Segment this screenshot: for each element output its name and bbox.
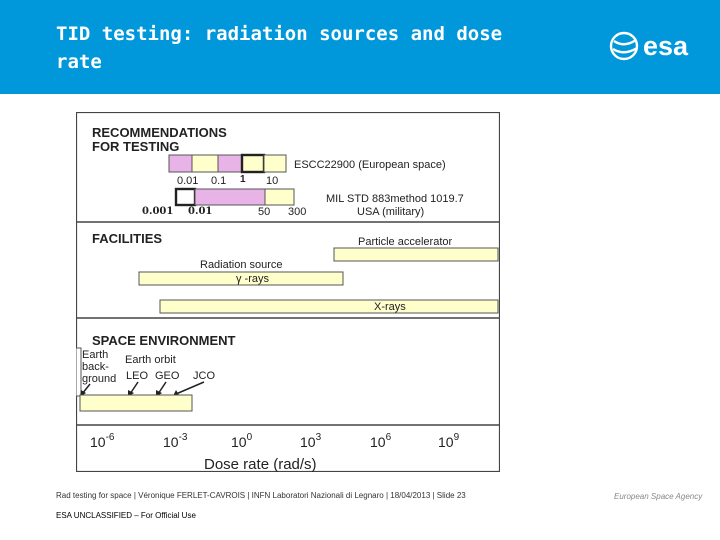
escc-value: 1 — [240, 174, 246, 185]
earth-orbit-label: Earth orbit — [125, 354, 176, 366]
esa-logo-text: esa — [643, 31, 689, 61]
figure-frame — [76, 112, 500, 472]
escc-box — [168, 154, 193, 173]
section-title-facilities: FACILITIES — [92, 231, 162, 246]
gamma-rays-bar — [138, 271, 344, 286]
earth-background-line: back- — [82, 361, 109, 373]
gamma-rays-label: γ -rays — [236, 273, 270, 285]
mil-box — [174, 187, 197, 207]
axis-tick-label: 109 — [438, 432, 460, 450]
earth-background-line: Earth — [82, 349, 108, 361]
agency-name: European Space Agency — [614, 492, 703, 501]
escc-label: ESCC22900 (European space) — [294, 159, 446, 171]
mil-value: 0.001 — [142, 206, 173, 217]
mil-label-line-1: MIL STD 883method 1019.7 — [326, 193, 464, 205]
axis-tick-label: 100 — [231, 432, 253, 450]
axis-tick-label: 10-6 — [90, 432, 115, 450]
escc-box — [263, 154, 287, 173]
mil-box — [264, 188, 295, 206]
radiation-source-label: Radiation source — [200, 259, 283, 271]
classification-label: ESA UNCLASSIFIED – For Official Use — [56, 511, 196, 520]
escc-value: 0.1 — [211, 175, 226, 187]
axis-tick-label: 106 — [370, 432, 392, 450]
svg-text:100: 100 — [231, 432, 253, 450]
dose-rate-figure: RECOMMENDATIONS FOR TESTING 0.01 0.1 1 1… — [76, 112, 500, 472]
axis-tick-label: 10-3 — [163, 432, 188, 450]
axis-tick-label: 103 — [300, 432, 322, 450]
slide-title: TID testing: radiation sources and dose … — [56, 23, 503, 73]
escc-box — [217, 154, 243, 173]
axis-label: Dose rate (rad/s) — [204, 456, 317, 472]
particle-accelerator-label: Particle accelerator — [358, 236, 452, 248]
mil-label-line-2: USA (military) — [357, 206, 424, 218]
orbit-label: JCO — [193, 370, 215, 382]
mil-value: 300 — [288, 206, 306, 218]
space-environment-bar — [79, 394, 193, 412]
particle-accelerator-bar — [333, 247, 499, 262]
header-bar — [0, 0, 720, 94]
escc-box — [240, 153, 266, 174]
section-title-environment: SPACE ENVIRONMENT — [92, 333, 236, 348]
mil-value: 50 — [258, 206, 270, 218]
orbit-label: GEO — [155, 370, 180, 382]
esa-globe-icon — [609, 31, 639, 61]
recommendations-line-1: RECOMMENDATIONS — [92, 125, 227, 140]
dose-rate-axis: 10-6 10-3 100 103 106 109 Dose rate (rad… — [90, 432, 460, 472]
escc-box — [191, 154, 219, 173]
svg-text:106: 106 — [370, 432, 392, 450]
svg-text:109: 109 — [438, 432, 460, 450]
escc-value: 0.01 — [177, 175, 198, 187]
x-rays-label: X-rays — [374, 301, 406, 313]
esa-logo: esa — [609, 31, 689, 61]
orbit-label: LEO — [126, 370, 148, 382]
svg-text:10-3: 10-3 — [163, 432, 188, 450]
earth-background-left-box — [76, 347, 82, 397]
mil-value: 0.01 — [188, 206, 212, 217]
section-title-recommendations: RECOMMENDATIONS FOR TESTING — [92, 125, 230, 154]
earth-background-label: Earth back- ground — [82, 349, 116, 385]
footer-text: Rad testing for space | Véronique FERLET… — [56, 491, 466, 500]
x-rays-bar — [159, 299, 499, 314]
mil-box — [194, 188, 266, 206]
earth-background-line: ground — [82, 373, 116, 385]
svg-text:10-6: 10-6 — [90, 432, 115, 450]
svg-text:103: 103 — [300, 432, 322, 450]
recommendations-line-2: FOR TESTING — [92, 139, 179, 154]
escc-value: 10 — [266, 175, 278, 187]
